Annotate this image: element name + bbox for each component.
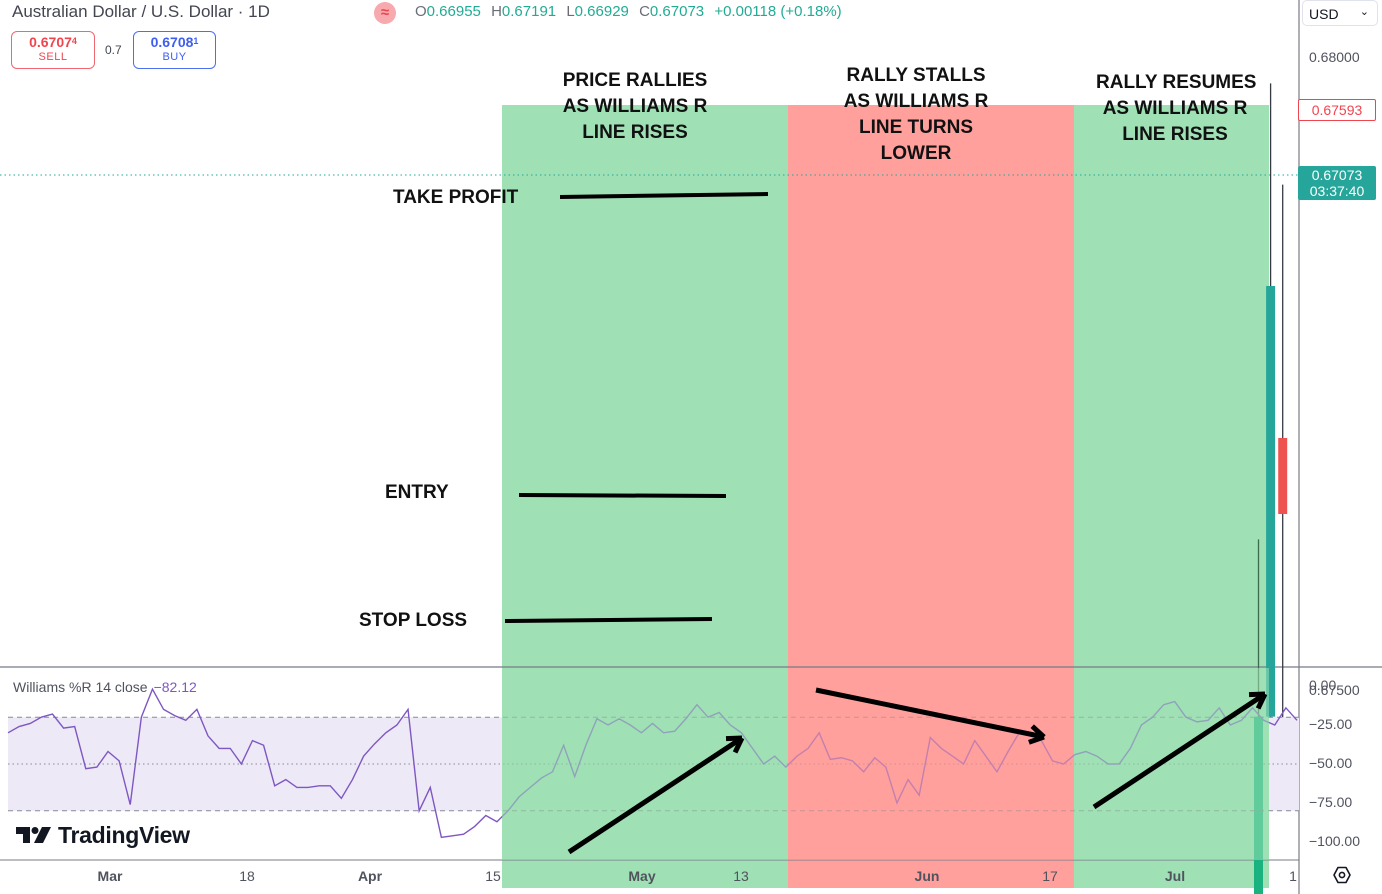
annotation-line: PRICE RALLIES [562, 70, 708, 91]
time-tick-label: 15 [485, 868, 501, 884]
sell-label: SELL [38, 51, 68, 63]
indicator-legend[interactable]: Williams %R 14 close −82.12 [13, 679, 197, 695]
annotation-line: LINE TURNS [859, 117, 973, 138]
annotation-line: AS WILLIAMS R [1102, 98, 1248, 119]
buy-price: 0.6708 [150, 34, 194, 50]
price-tag-red: 0.67593 [1298, 99, 1376, 121]
take-profit-label: TAKE PROFIT [393, 187, 519, 208]
symbol-title[interactable]: Australian Dollar / U.S. Dollar · 1D [12, 2, 270, 21]
time-tick-label: 13 [733, 868, 749, 884]
indicator-tick-label: −75.00 [1309, 794, 1353, 810]
indicator-tick-label: −100.00 [1309, 833, 1360, 849]
last-price-tag: 0.67073 03:37:40 [1298, 166, 1376, 200]
williams-r-plot [7, 668, 1299, 860]
high-value: 0.67191 [501, 3, 557, 20]
currency-select[interactable]: USD ⌄ [1302, 0, 1378, 26]
annotation-line: LINE RISES [1122, 124, 1228, 145]
time-tick-label: 18 [239, 868, 255, 884]
low-value: 0.66929 [574, 3, 629, 20]
chevron-down-icon: ⌄ [1359, 6, 1369, 18]
highlight-zones [502, 105, 1269, 888]
time-tick-label: 17 [1042, 868, 1058, 884]
time-tick-label: Apr [357, 868, 383, 884]
change-value: +0.00118 (+0.18%) [714, 3, 842, 20]
close-label: C [639, 3, 650, 20]
last-price-value: 0.67073 [1311, 167, 1363, 183]
time-tick-label: May [628, 868, 656, 884]
buy-label: BUY [162, 51, 187, 63]
spread-value: 0.7 [105, 43, 122, 57]
annotation-lines [504, 192, 1268, 855]
indicator-tick-label: −25.00 [1309, 716, 1353, 732]
sell-button[interactable]: 0.67074 SELL [11, 31, 95, 69]
tradingview-logo-icon [16, 827, 51, 843]
low-label: L [566, 3, 575, 20]
time-tick-label: Jul [1164, 868, 1186, 884]
buy-button[interactable]: 0.67081 BUY [133, 31, 216, 69]
sell-price: 0.6707 [29, 34, 72, 50]
annotation-line: AS WILLIAMS R [843, 91, 989, 112]
time-tick-label: Jun [914, 868, 940, 884]
tradingview-logo[interactable]: TradingView [16, 820, 190, 850]
buy-price-pip: 1 [193, 36, 199, 46]
open-value: 0.66955 [426, 3, 481, 20]
annotation-zone3: RALLY RESUMES AS WILLIAMS R LINE RISES [1096, 70, 1257, 148]
high-label: H [491, 3, 502, 20]
annotation-zone2: RALLY STALLS AS WILLIAMS R LINE TURNS LO… [840, 63, 992, 167]
indicator-name: Williams %R 14 close [13, 679, 148, 695]
price-tick-label: 0.68000 [1309, 49, 1360, 65]
indicator-tick-label: 0.00 [1309, 677, 1337, 693]
open-label: O [415, 3, 427, 20]
indicator-tick-label: −50.00 [1309, 755, 1353, 771]
annotation-line: LOWER [880, 143, 952, 164]
time-tick-label: Mar [97, 868, 123, 884]
annotation-line: RALLY STALLS [846, 65, 986, 86]
entry-label: ENTRY [385, 482, 449, 503]
tradingview-logo-text: TradingView [58, 821, 190, 848]
bar-countdown: 03:37:40 [1309, 183, 1365, 199]
sell-price-pip: 4 [71, 36, 77, 46]
annotation-line: RALLY RESUMES [1096, 72, 1257, 93]
currency-value: USD [1309, 6, 1339, 22]
close-value: 0.67073 [649, 3, 705, 20]
annotation-line: AS WILLIAMS R [562, 96, 708, 117]
annotation-line: LINE RISES [582, 122, 688, 143]
time-tick-label: 1 [1289, 868, 1297, 884]
approx-equal-icon[interactable]: ≈ [374, 2, 396, 24]
indicator-value: −82.12 [153, 679, 197, 695]
stop-loss-label: STOP LOSS [359, 610, 468, 631]
ohlc-legend: O0.66955 H0.67191 L0.66929 C0.67073 +0.0… [415, 3, 848, 20]
price-tick-label: 0.67500 [1309, 682, 1360, 699]
annotation-zone1: PRICE RALLIES AS WILLIAMS R LINE RISES [561, 68, 709, 146]
settings-hexagon-icon[interactable] [1332, 865, 1352, 885]
